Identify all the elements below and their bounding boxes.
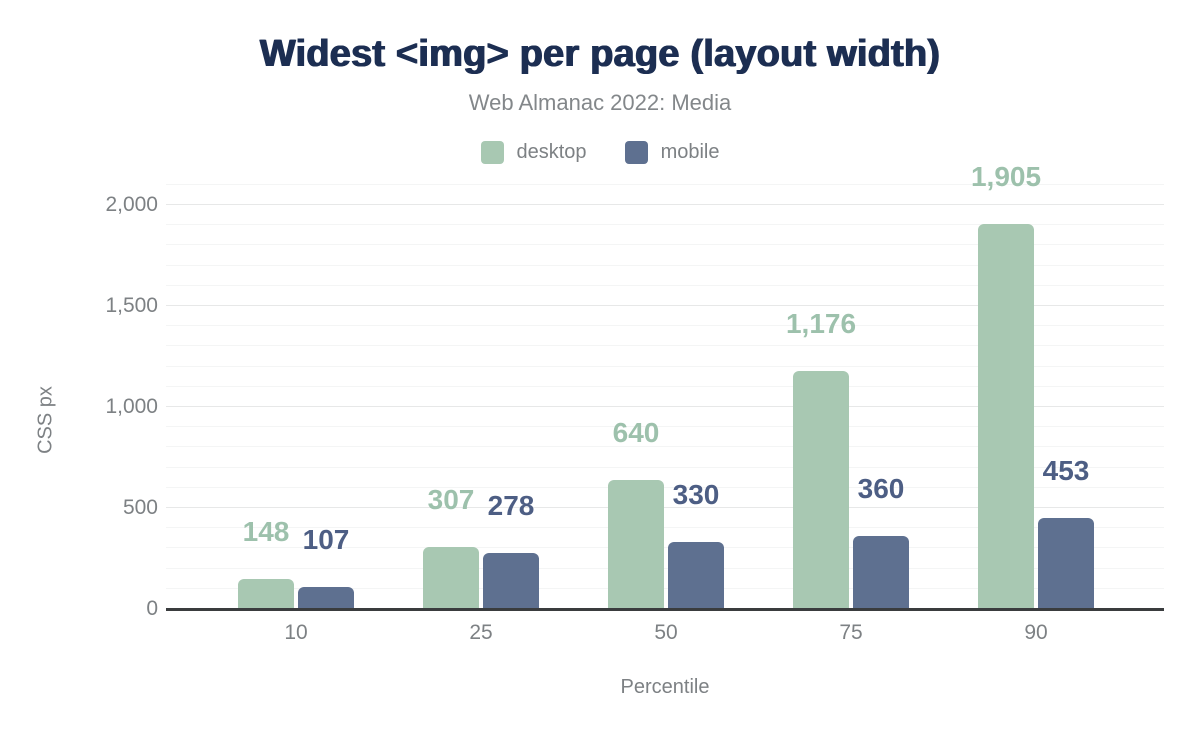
gridline xyxy=(166,204,1164,205)
bar-mobile-50 xyxy=(668,542,724,609)
bar-desktop-75 xyxy=(793,371,849,609)
gridline xyxy=(166,446,1164,448)
bar-label-desktop-90: 1,905 xyxy=(970,161,1042,193)
chart-title: Widest <img> per page (layout width) xyxy=(259,33,941,75)
gridline xyxy=(166,224,1164,226)
gridline xyxy=(166,567,1164,569)
gridline xyxy=(166,284,1164,286)
bar-label-mobile-50: 330 xyxy=(672,479,720,511)
x-axis-label: Percentile xyxy=(620,676,710,698)
bar-desktop-90 xyxy=(978,224,1034,609)
bar-desktop-50 xyxy=(608,479,664,609)
gridline xyxy=(166,325,1164,327)
gridline xyxy=(166,426,1164,428)
gridline xyxy=(166,345,1164,347)
y-tick-label: 1,000 xyxy=(105,395,158,418)
legend-item-desktop: desktop xyxy=(480,141,587,164)
x-tick-label: 10 xyxy=(284,621,308,644)
bar-label-mobile-90: 453 xyxy=(1042,454,1090,486)
bar-desktop-25 xyxy=(423,547,479,609)
bar-desktop-10 xyxy=(238,579,294,609)
legend-item-mobile: mobile xyxy=(624,141,720,164)
gridline xyxy=(166,466,1164,468)
bar-label-desktop-10: 148 xyxy=(242,516,290,548)
plot-area: 148 307 640 1,176 1,905 107 278 330 360 453 xyxy=(166,163,1164,609)
bar-label-mobile-75: 360 xyxy=(857,473,905,505)
gridline xyxy=(166,385,1164,387)
bar-mobile-25 xyxy=(483,552,539,609)
desktop-swatch-icon xyxy=(480,141,504,164)
y-tick-label: 2,000 xyxy=(105,193,158,216)
bar-mobile-10 xyxy=(298,587,354,609)
bar-label-mobile-10: 107 xyxy=(302,524,350,556)
gridline xyxy=(166,406,1164,407)
x-tick-label: 50 xyxy=(654,621,678,644)
x-axis-line xyxy=(166,608,1164,611)
gridline xyxy=(166,264,1164,266)
x-tick-label: 25 xyxy=(469,621,493,644)
bar-label-desktop-50: 640 xyxy=(612,416,660,448)
gridline xyxy=(166,587,1164,589)
legend-label-desktop: desktop xyxy=(516,141,587,163)
bar-mobile-75 xyxy=(853,536,909,609)
gridline xyxy=(166,305,1164,306)
y-tick-label: 500 xyxy=(122,496,158,519)
x-tick-label: 90 xyxy=(1024,621,1048,644)
mobile-swatch-icon xyxy=(624,141,648,164)
gridline xyxy=(166,547,1164,549)
gridline xyxy=(166,507,1164,508)
chart-subtitle: Web Almanac 2022: Media xyxy=(468,90,732,115)
gridline xyxy=(166,365,1164,367)
gridline xyxy=(166,527,1164,529)
gridline xyxy=(166,244,1164,246)
legend: desktop mobile xyxy=(0,141,1200,164)
gridline xyxy=(166,183,1164,185)
bar-label-desktop-75: 1,176 xyxy=(785,308,857,340)
y-tick-label: 0 xyxy=(146,597,158,620)
x-tick-label: 75 xyxy=(839,621,863,644)
gridline xyxy=(166,486,1164,488)
legend-label-mobile: mobile xyxy=(660,141,720,163)
bar-mobile-90 xyxy=(1038,517,1094,609)
bar-label-desktop-25: 307 xyxy=(427,484,475,515)
y-tick-label: 1,500 xyxy=(105,294,158,317)
bar-label-mobile-25: 278 xyxy=(487,489,535,521)
